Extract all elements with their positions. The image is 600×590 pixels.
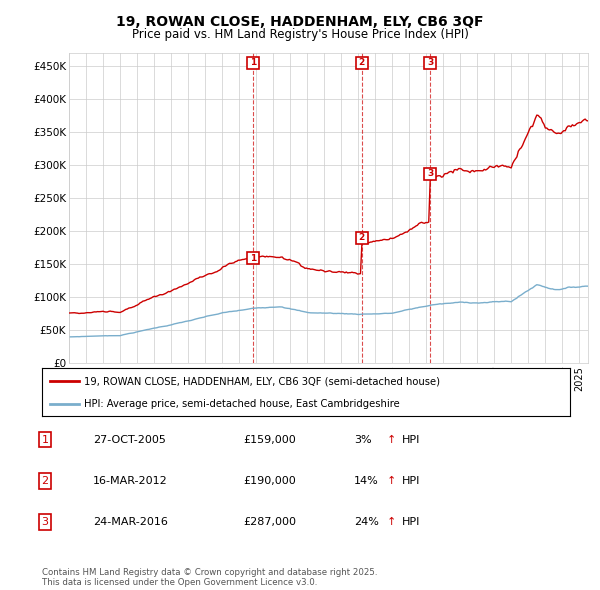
Text: ↑: ↑ — [387, 476, 397, 486]
Text: HPI: Average price, semi-detached house, East Cambridgeshire: HPI: Average price, semi-detached house,… — [84, 399, 400, 409]
Text: 3%: 3% — [354, 435, 371, 444]
Text: HPI: HPI — [402, 435, 421, 444]
Text: 1: 1 — [41, 435, 49, 444]
Text: 2: 2 — [359, 233, 365, 242]
Text: £190,000: £190,000 — [243, 476, 296, 486]
Text: 27-OCT-2005: 27-OCT-2005 — [93, 435, 166, 444]
Text: HPI: HPI — [402, 476, 421, 486]
Text: 2: 2 — [359, 58, 365, 67]
Text: 3: 3 — [427, 169, 433, 178]
Text: ↑: ↑ — [387, 517, 397, 527]
Text: ↑: ↑ — [387, 435, 397, 444]
Text: HPI: HPI — [402, 517, 421, 527]
Text: £287,000: £287,000 — [243, 517, 296, 527]
Text: 14%: 14% — [354, 476, 379, 486]
Text: £159,000: £159,000 — [243, 435, 296, 444]
Text: 1: 1 — [250, 58, 256, 67]
Text: 19, ROWAN CLOSE, HADDENHAM, ELY, CB6 3QF (semi-detached house): 19, ROWAN CLOSE, HADDENHAM, ELY, CB6 3QF… — [84, 376, 440, 386]
Text: 3: 3 — [41, 517, 49, 527]
Text: Price paid vs. HM Land Registry's House Price Index (HPI): Price paid vs. HM Land Registry's House … — [131, 28, 469, 41]
Text: 1: 1 — [250, 254, 256, 263]
Text: 19, ROWAN CLOSE, HADDENHAM, ELY, CB6 3QF: 19, ROWAN CLOSE, HADDENHAM, ELY, CB6 3QF — [116, 15, 484, 29]
Text: 24-MAR-2016: 24-MAR-2016 — [93, 517, 168, 527]
Text: Contains HM Land Registry data © Crown copyright and database right 2025.
This d: Contains HM Land Registry data © Crown c… — [42, 568, 377, 587]
Text: 3: 3 — [427, 58, 433, 67]
Text: 16-MAR-2012: 16-MAR-2012 — [93, 476, 168, 486]
Text: 2: 2 — [41, 476, 49, 486]
Text: 24%: 24% — [354, 517, 379, 527]
